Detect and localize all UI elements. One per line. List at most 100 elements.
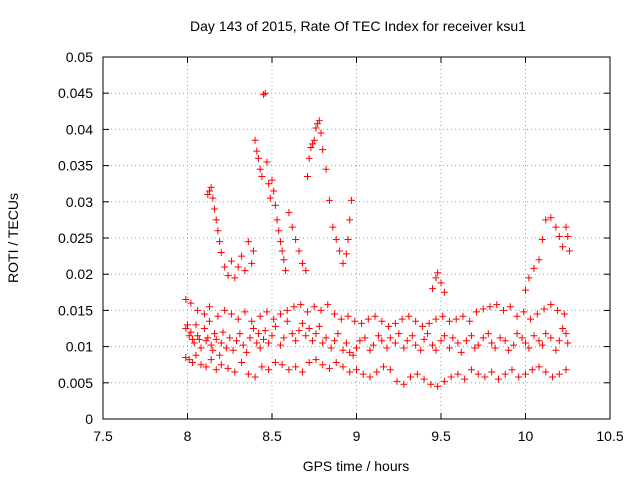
data-point xyxy=(403,337,411,345)
data-point xyxy=(337,315,345,323)
data-point xyxy=(515,373,523,381)
data-point xyxy=(331,337,339,345)
data-point xyxy=(339,363,347,371)
data-point xyxy=(324,301,332,309)
data-point xyxy=(349,351,357,359)
data-point xyxy=(226,334,234,342)
data-point xyxy=(484,330,492,338)
data-point xyxy=(522,370,529,378)
data-point xyxy=(246,334,254,342)
tick-labels: 7.5 8 8.5 9 9.5 10 10.5 0 0.005 0.01 0.015 0.02 0.02… xyxy=(58,49,624,444)
data-point xyxy=(292,363,300,371)
data-point xyxy=(305,359,313,367)
data-point xyxy=(417,346,425,354)
data-point xyxy=(265,339,273,347)
data-point xyxy=(562,223,570,231)
data-point xyxy=(253,147,261,155)
data-point xyxy=(454,370,462,378)
x-tick-label: 10 xyxy=(518,428,534,444)
data-point xyxy=(205,187,213,195)
data-point xyxy=(374,332,382,340)
data-point xyxy=(261,327,269,335)
data-point xyxy=(344,312,352,320)
data-point xyxy=(307,144,315,151)
data-point xyxy=(364,315,372,323)
data-point xyxy=(467,366,475,374)
data-point xyxy=(491,344,499,352)
data-point xyxy=(434,382,442,390)
data-point xyxy=(221,306,229,314)
data-point xyxy=(400,380,408,388)
data-point xyxy=(285,209,293,217)
data-point xyxy=(207,356,215,364)
data-point xyxy=(204,334,212,342)
grid-lines xyxy=(103,57,610,419)
data-point xyxy=(254,154,262,162)
data-point xyxy=(278,361,286,369)
data-point xyxy=(359,370,367,378)
data-point xyxy=(510,341,518,349)
data-point xyxy=(207,183,215,191)
data-point xyxy=(288,223,296,231)
data-point xyxy=(486,303,494,311)
data-point xyxy=(432,346,440,354)
data-point xyxy=(214,312,222,320)
data-point xyxy=(361,334,369,342)
data-point xyxy=(506,303,514,311)
data-point xyxy=(467,332,475,340)
data-point xyxy=(418,322,426,330)
data-point xyxy=(508,366,516,374)
data-point xyxy=(270,187,278,195)
data-point xyxy=(256,312,264,320)
tick-marks xyxy=(102,56,611,420)
data-point xyxy=(319,146,327,154)
data-point xyxy=(239,341,247,349)
y-tick-label: 0.015 xyxy=(58,302,93,318)
data-point xyxy=(412,317,420,325)
data-point xyxy=(358,319,366,327)
data-point xyxy=(395,330,403,338)
data-point xyxy=(542,330,550,338)
data-point xyxy=(493,301,501,309)
data-point xyxy=(353,366,360,374)
data-point xyxy=(346,348,354,356)
data-point xyxy=(317,306,325,314)
data-point xyxy=(538,341,546,349)
data-point xyxy=(488,368,496,376)
data-point xyxy=(327,344,335,352)
data-point xyxy=(254,330,262,338)
data-point xyxy=(241,308,249,316)
data-point xyxy=(187,328,195,336)
data-point xyxy=(347,196,355,204)
data-point xyxy=(564,339,572,347)
data-point xyxy=(501,370,509,378)
data-point xyxy=(197,361,205,369)
data-point xyxy=(322,165,330,173)
data-point xyxy=(238,252,246,260)
data-point xyxy=(380,363,388,371)
data-point xyxy=(518,334,526,342)
data-point xyxy=(445,344,453,352)
data-point xyxy=(332,235,340,243)
data-point xyxy=(457,348,465,356)
data-point xyxy=(211,330,219,338)
data-point xyxy=(189,335,197,343)
x-tick-label: 8 xyxy=(184,428,192,444)
data-point xyxy=(233,337,241,345)
data-point xyxy=(423,330,431,338)
data-point xyxy=(224,272,232,280)
data-point xyxy=(302,267,310,275)
data-point xyxy=(398,315,406,323)
data-point xyxy=(535,256,543,264)
data-point xyxy=(525,344,533,352)
data-point xyxy=(222,344,230,352)
data-point xyxy=(207,341,215,349)
data-point xyxy=(353,344,360,352)
data-point xyxy=(527,315,535,323)
data-point xyxy=(265,180,273,188)
data-point xyxy=(440,377,448,385)
x-axis-label: GPS time / hours xyxy=(303,458,410,474)
data-point xyxy=(278,247,286,255)
data-point xyxy=(479,334,487,342)
data-point xyxy=(488,339,496,347)
